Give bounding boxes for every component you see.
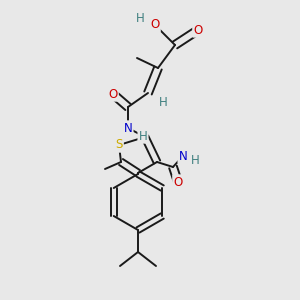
Text: H: H [159,95,167,109]
Text: O: O [108,88,118,100]
Text: O: O [173,176,183,188]
Text: O: O [194,23,202,37]
Text: H: H [190,154,200,166]
Text: S: S [115,139,123,152]
Text: H: H [136,11,144,25]
Text: O: O [150,19,160,32]
Text: N: N [178,149,188,163]
Text: H: H [139,130,147,142]
Text: N: N [124,122,132,134]
